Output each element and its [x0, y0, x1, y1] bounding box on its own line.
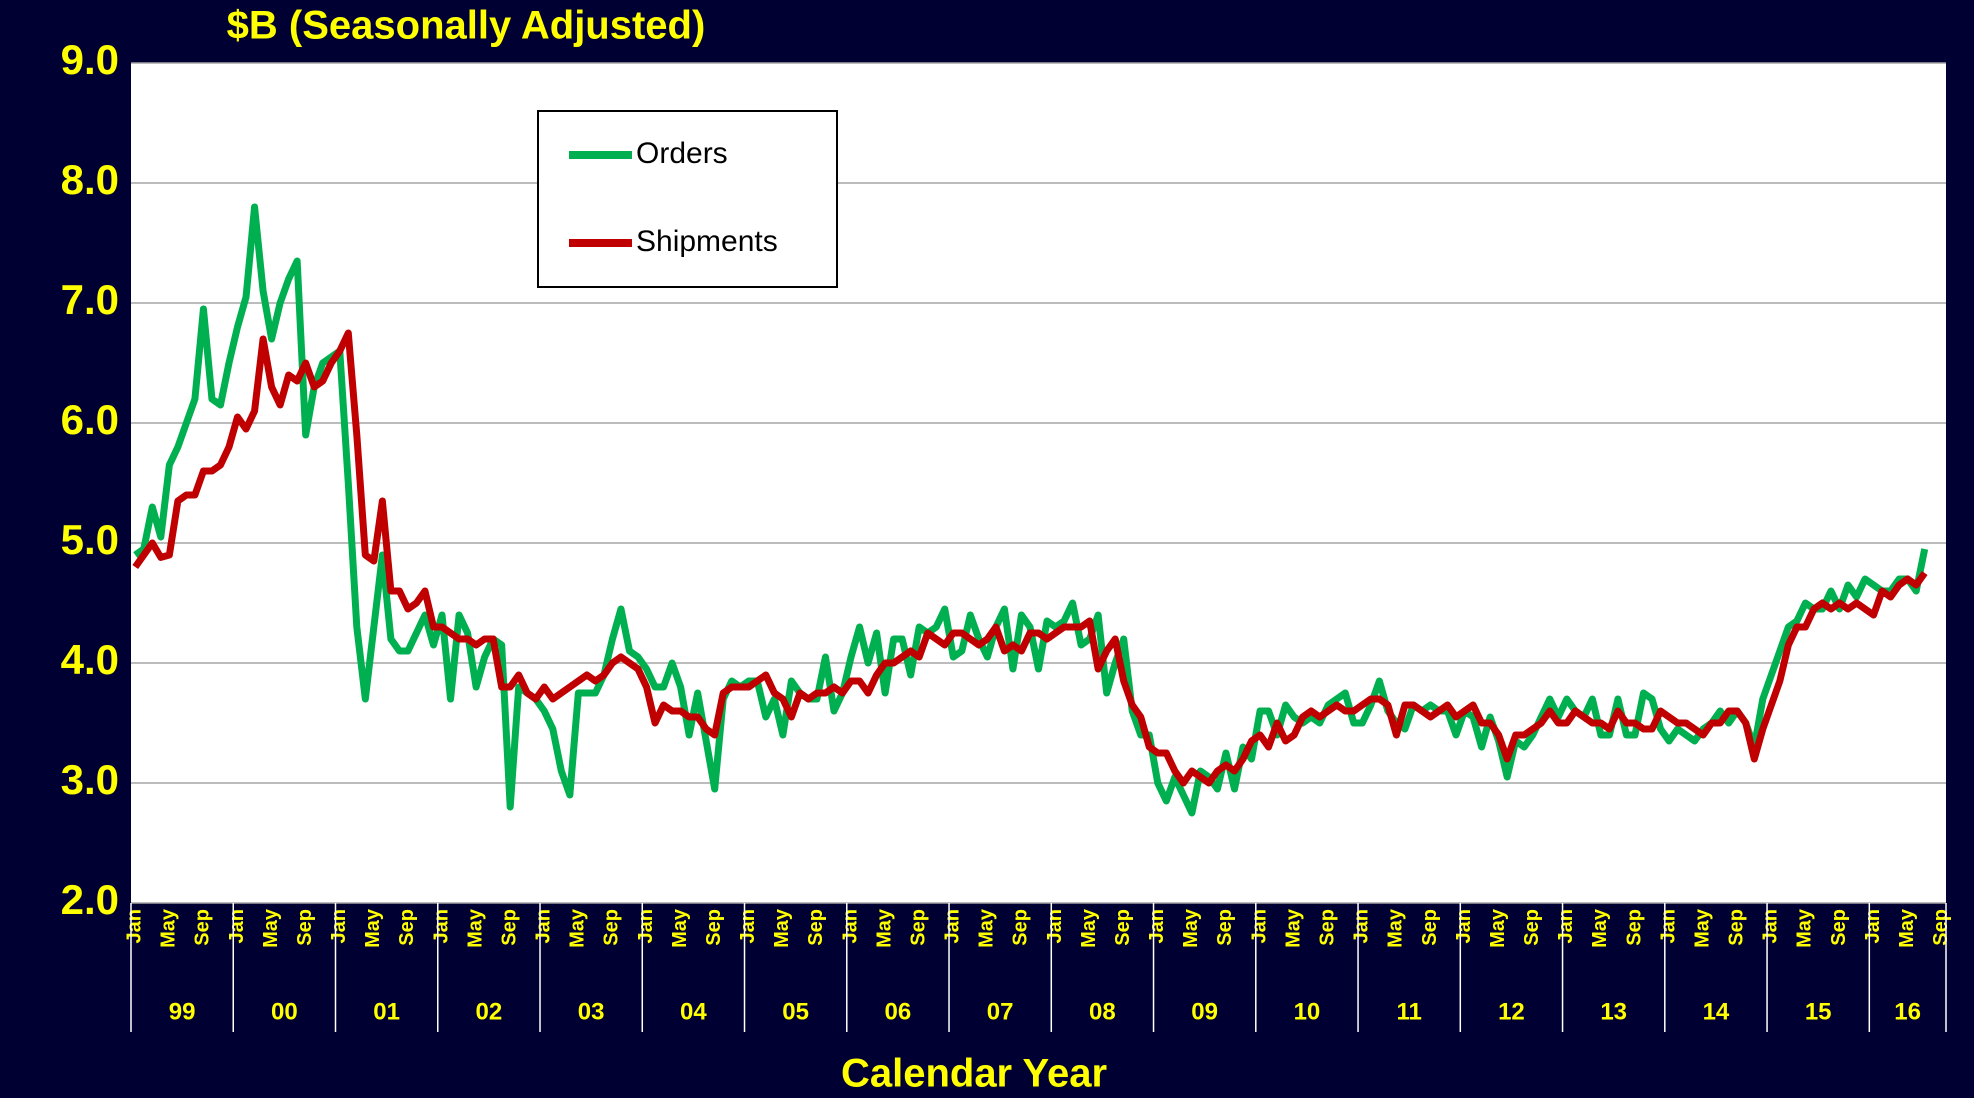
year-label: 07	[987, 998, 1014, 1025]
y-tick-label: 8.0	[61, 156, 119, 203]
x-tick-label: May	[771, 908, 793, 948]
x-tick-label: Sep	[1010, 909, 1032, 946]
x-tick-label: Jan	[226, 909, 248, 943]
legend-box	[537, 110, 838, 288]
year-label: 15	[1805, 998, 1832, 1025]
x-tick-label: May	[1691, 908, 1713, 948]
x-tick-label: Sep	[601, 909, 623, 946]
legend-label: Orders	[636, 137, 728, 170]
x-tick-label: Jan	[1555, 909, 1577, 943]
x-tick-label: May	[567, 908, 589, 948]
x-tick-label: Jan	[1248, 909, 1270, 943]
x-tick-label: Sep	[1930, 909, 1952, 946]
x-tick-label: Jan	[635, 909, 657, 943]
year-label: 14	[1703, 998, 1730, 1025]
x-tick-label: Jan	[533, 909, 555, 943]
x-tick-label: May	[1385, 908, 1407, 948]
x-tick-label: May	[1282, 908, 1304, 948]
year-label: 04	[680, 998, 707, 1025]
y-tick-label: 9.0	[61, 36, 119, 83]
x-tick-label: Sep	[498, 909, 520, 946]
x-tick-label: Sep	[1623, 909, 1645, 946]
series-line	[133, 203, 1929, 817]
x-tick-label: May	[158, 908, 180, 948]
x-tick-label: Sep	[192, 909, 214, 946]
x-tick-label: Sep	[1214, 909, 1236, 946]
x-tick-label: Jan	[124, 909, 146, 943]
x-tick-label: Sep	[1828, 909, 1850, 946]
y-tick-label: 2.0	[61, 876, 119, 923]
year-label: 10	[1294, 998, 1321, 1025]
x-tick-label: May	[464, 908, 486, 948]
x-tick-label: Jan	[1760, 909, 1782, 943]
year-label: 13	[1600, 998, 1627, 1025]
y-tick-label: 7.0	[61, 276, 119, 323]
year-label: 09	[1191, 998, 1218, 1025]
x-tick-label: Jan	[1044, 909, 1066, 943]
x-tick-label: Jan	[1351, 909, 1373, 943]
x-tick-label: Sep	[1316, 909, 1338, 946]
x-tick-label: May	[1896, 908, 1918, 948]
x-tick-label: May	[1589, 908, 1611, 948]
x-tick-label: May	[1487, 908, 1509, 948]
x-tick-label: Jan	[1862, 909, 1884, 943]
x-tick-label: May	[669, 908, 691, 948]
x-tick-label: Sep	[1726, 909, 1748, 946]
x-tick-label: Jan	[942, 909, 964, 943]
y-tick-label: 3.0	[61, 756, 119, 803]
x-tick-label: May	[1180, 908, 1202, 948]
x-tick-label: Sep	[907, 909, 929, 946]
x-tick-label: May	[873, 908, 895, 948]
x-tick-label: Jan	[839, 909, 861, 943]
x-tick-label: Sep	[1521, 909, 1543, 946]
plot-area	[131, 63, 1946, 903]
year-label: 00	[271, 998, 298, 1025]
year-label: 16	[1894, 998, 1921, 1025]
x-tick-label: Jan	[430, 909, 452, 943]
year-label: 03	[578, 998, 605, 1025]
x-tick-label: Sep	[1112, 909, 1134, 946]
y-tick-label: 4.0	[61, 636, 119, 683]
year-label: 12	[1498, 998, 1525, 1025]
chart-title: $B (Seasonally Adjusted)	[227, 4, 706, 48]
x-tick-label: May	[260, 908, 282, 948]
x-tick-label: Sep	[1419, 909, 1441, 946]
legend-label: Shipments	[636, 225, 778, 258]
year-label: 08	[1089, 998, 1116, 1025]
x-tick-label: Jan	[1657, 909, 1679, 943]
year-label: 02	[476, 998, 503, 1025]
x-tick-label: May	[1794, 908, 1816, 948]
legend: Orders Shipments	[537, 110, 838, 288]
x-tick-label: Sep	[805, 909, 827, 946]
x-axis-title: Calendar Year	[841, 1052, 1107, 1096]
lines	[132, 203, 1929, 817]
x-tick-label: Jan	[1453, 909, 1475, 943]
x-tick-label: May	[362, 908, 384, 948]
x-tick-label: Sep	[294, 909, 316, 946]
series-line	[132, 329, 1928, 787]
x-tick-label: Sep	[396, 909, 418, 946]
x-tick-label: Jan	[328, 909, 350, 943]
x-tick-label: Sep	[703, 909, 725, 946]
x-tick-label: Jan	[1146, 909, 1168, 943]
year-label: 06	[885, 998, 912, 1025]
year-label: 01	[373, 998, 400, 1025]
x-tick-label: May	[1078, 908, 1100, 948]
year-label: 11	[1396, 998, 1421, 1025]
year-label: 99	[169, 998, 196, 1025]
x-tick-label: May	[976, 908, 998, 948]
x-tick-label: Jan	[737, 909, 759, 943]
year-label: 05	[782, 998, 809, 1025]
y-tick-label: 5.0	[61, 516, 119, 563]
y-tick-label: 6.0	[61, 396, 119, 443]
